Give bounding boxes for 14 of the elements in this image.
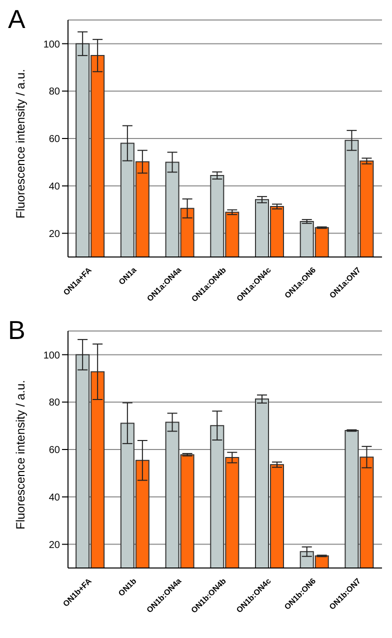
y-tick-label: 20 (48, 540, 60, 551)
y-tick-label: 80 (48, 398, 60, 409)
y-tick-label: 40 (48, 181, 60, 192)
chart-title: A (8, 4, 26, 35)
chart-title: B (8, 315, 26, 346)
y-tick-label: 60 (48, 445, 60, 456)
y-tick-label: 100 (43, 39, 60, 50)
y-tick-label: 20 (48, 228, 60, 240)
y-tick-label: 100 (43, 350, 60, 362)
y-axis-title: Fluorescence intensity / a.u. (13, 69, 28, 218)
y-axis-title: Fluorescence intensity / a.u. (13, 380, 28, 530)
y-tick-label: 80 (48, 86, 60, 98)
y-tick-label: 40 (48, 492, 60, 504)
y-tick-label: 60 (48, 134, 60, 146)
